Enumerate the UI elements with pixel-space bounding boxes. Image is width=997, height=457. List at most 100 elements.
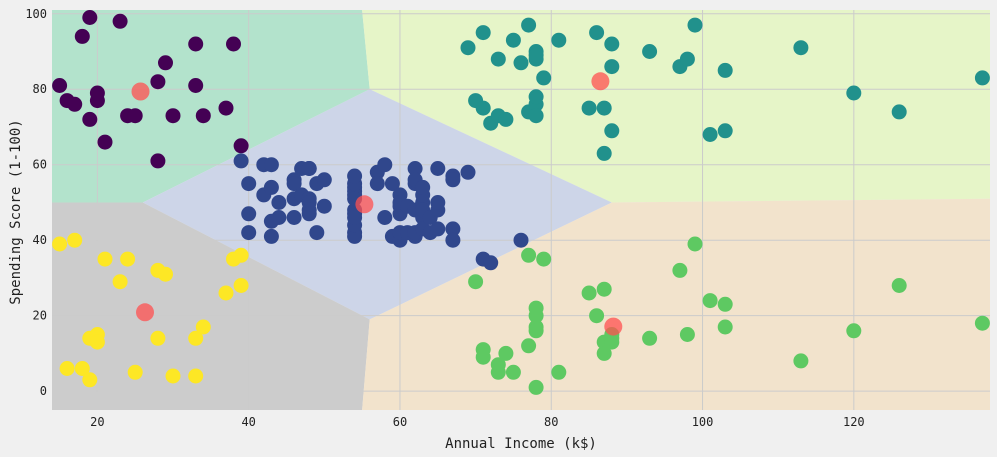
cluster-2-point <box>309 225 325 241</box>
cluster-2-point <box>241 225 257 241</box>
cluster-1-point <box>97 134 113 150</box>
cluster-2-point <box>430 221 446 237</box>
cluster-regions <box>52 10 991 410</box>
cluster-3-point <box>596 145 612 161</box>
cluster-4-point <box>498 345 514 361</box>
cluster-3-point <box>521 17 537 33</box>
y-axis-label: Spending Score (1-100) <box>8 119 24 304</box>
cluster-3-point <box>513 55 529 71</box>
cluster-2-point <box>301 206 317 222</box>
cluster-1-point <box>52 78 68 93</box>
cluster-3-point <box>891 104 907 120</box>
cluster-3-point <box>475 25 491 41</box>
cluster-4-point <box>687 236 703 252</box>
cluster-1-point <box>158 55 173 71</box>
cluster-5-point <box>188 368 204 384</box>
y-tick-label: 0 <box>40 384 47 398</box>
cluster-4-point <box>974 315 990 331</box>
cluster-4-point <box>528 323 544 339</box>
cluster-5-point <box>52 236 68 252</box>
cluster-1-point <box>233 138 249 154</box>
axis-ticks: 20 40 60 80 100 120 0 20 40 60 80 100 <box>25 7 864 429</box>
cluster-4-point <box>717 296 733 312</box>
data-points <box>52 10 990 395</box>
cluster-4-point <box>589 308 605 324</box>
cluster-1-point <box>195 108 211 124</box>
cluster-2-point <box>384 176 400 192</box>
cluster-region-3 <box>142 89 612 320</box>
cluster-2-point <box>347 210 363 225</box>
cluster-2-point <box>233 153 249 169</box>
cluster-region-5 <box>362 198 991 410</box>
cluster-2-point <box>377 157 393 173</box>
cluster-1-point <box>67 96 83 112</box>
cluster-4-point <box>891 278 907 293</box>
cluster-2-point <box>430 195 446 210</box>
centroid-marker <box>591 72 610 91</box>
cluster-5-point <box>158 266 173 282</box>
cluster-2-point <box>271 195 287 210</box>
cluster-5-point <box>150 330 166 346</box>
cluster-3-point <box>717 123 733 139</box>
x-tick-label: 120 <box>843 415 865 429</box>
y-tick-label: 40 <box>33 233 47 247</box>
cluster-3-point <box>505 32 521 48</box>
centroid-marker <box>604 317 623 336</box>
cluster-3-point <box>604 123 620 139</box>
cluster-1-point <box>150 153 166 169</box>
cluster-2-point <box>286 210 302 225</box>
cluster-3-point <box>642 44 658 59</box>
cluster-1-point <box>188 36 204 52</box>
cluster-3-point <box>551 32 567 48</box>
cluster-4-point <box>475 349 491 365</box>
cluster-4-point <box>793 353 809 369</box>
cluster-3-point <box>604 36 620 52</box>
centroid-marker <box>355 195 374 214</box>
cluster-2-point <box>369 176 385 192</box>
cluster-1-point <box>226 36 241 52</box>
cluster-5-point <box>218 285 234 301</box>
cluster-3-point <box>717 62 733 78</box>
cluster-2-point <box>301 161 317 176</box>
cluster-4-point <box>581 285 597 301</box>
cluster-4-point <box>846 323 862 339</box>
y-tick-label: 100 <box>25 7 47 21</box>
cluster-4-point <box>702 293 718 309</box>
cluster-1-point <box>112 13 128 29</box>
cluster-3-point <box>528 89 544 105</box>
cluster-4-point <box>521 247 537 263</box>
centroid-markers <box>131 72 623 336</box>
cluster-5-point <box>127 364 143 380</box>
y-tick-label: 80 <box>33 82 47 96</box>
cluster-5-point <box>89 334 105 350</box>
cluster-3-point <box>687 17 703 33</box>
cluster-3-point <box>581 100 597 116</box>
x-tick-label: 20 <box>90 415 104 429</box>
cluster-2-point <box>241 206 257 222</box>
x-tick-label: 40 <box>241 415 255 429</box>
cluster-4-point <box>596 345 612 361</box>
cluster-4-point <box>717 319 733 335</box>
cluster-2-point <box>271 210 287 225</box>
x-tick-label: 60 <box>393 415 407 429</box>
cluster-5-point <box>112 274 128 290</box>
cluster-4-point <box>679 327 695 342</box>
cluster-4-point <box>490 357 506 373</box>
cluster-2-point <box>263 228 279 244</box>
cluster-3-point <box>589 25 605 41</box>
cluster-3-point <box>974 70 990 86</box>
cluster-3-point <box>528 47 544 63</box>
cluster-5-point <box>82 372 98 388</box>
cluster-2-point <box>377 210 393 225</box>
cluster-2-point <box>286 176 302 192</box>
x-tick-label: 80 <box>544 415 558 429</box>
cluster-2-point <box>316 172 332 188</box>
cluster-3-point <box>604 59 620 75</box>
cluster-3-point <box>596 100 612 116</box>
cluster-1-point <box>218 100 234 116</box>
cluster-4-point <box>551 364 567 380</box>
x-tick-label: 100 <box>692 415 714 429</box>
cluster-2-point <box>430 161 446 176</box>
cluster-2-point <box>415 179 431 195</box>
cluster-2-point <box>347 168 363 184</box>
